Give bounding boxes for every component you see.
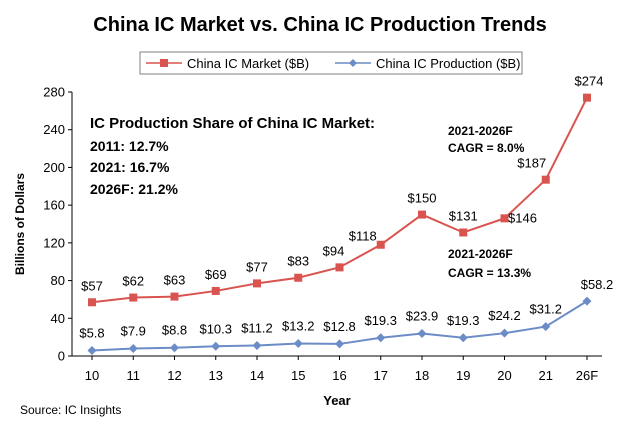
production-point [128, 344, 138, 354]
share-2026f: 2026F: 21.2% [90, 181, 178, 197]
market-point [459, 228, 468, 237]
market-data-label: $83 [287, 254, 309, 269]
x-tick-label: 19 [456, 368, 470, 383]
market-point [376, 240, 385, 249]
share-heading: IC Production Share of China IC Market: [90, 115, 375, 132]
x-tick-label: 21 [539, 368, 553, 383]
production-point [170, 343, 179, 353]
y-tick-label: 280 [43, 85, 65, 100]
x-tick-label: 11 [127, 368, 141, 383]
production-point [87, 346, 97, 356]
x-tick-label: 12 [167, 368, 181, 383]
legend-market-label: China IC Market ($B) [187, 56, 309, 71]
market-point [211, 286, 220, 295]
x-tick-label: 26F [576, 368, 598, 383]
market-data-label: $57 [81, 278, 103, 293]
share-annotation: IC Production Share of China IC Market: … [90, 115, 375, 197]
production-data-label: $7.9 [121, 324, 146, 339]
production-data-label: $5.8 [79, 326, 104, 341]
y-tick-label: 0 [58, 349, 65, 364]
x-ticks: 10 11 12 13 14 15 16 17 18 19 20 21 26F [85, 356, 598, 383]
market-data-label: $77 [246, 259, 268, 274]
production-data-label: $19.3 [447, 313, 480, 328]
market-point [129, 293, 138, 302]
production-data-label: $10.3 [199, 321, 232, 336]
market-data-label: $69 [205, 267, 227, 282]
x-tick-label: 20 [497, 368, 511, 383]
share-2011: 2011: 12.7% [90, 138, 169, 154]
production-data-label: $11.2 [241, 320, 273, 335]
source-note: Source: IC Insights [20, 403, 122, 417]
market-data-label: $131 [449, 208, 478, 223]
legend-production-marker [349, 59, 357, 67]
share-2021: 2021: 16.7% [90, 159, 170, 175]
x-tick-label: 13 [209, 368, 223, 383]
x-tick-label: 10 [85, 368, 99, 383]
market-point [583, 93, 591, 102]
chart-title: China IC Market vs. China IC Production … [93, 14, 547, 36]
x-tick-label: 14 [250, 368, 264, 383]
production-point [500, 328, 509, 338]
market-data-label: $62 [122, 274, 144, 289]
production-data-label: $13.2 [282, 319, 315, 334]
production-cagr-annotation: 2021-2026F CAGR = 13.3% [448, 247, 531, 280]
production-point [252, 340, 262, 350]
x-tick-label: 16 [332, 368, 346, 383]
production-cagr-period: 2021-2026F [448, 247, 513, 261]
production-data-label: $23.9 [406, 308, 439, 323]
market-point [335, 263, 344, 272]
legend-box [139, 51, 523, 75]
y-tick-label: 240 [43, 122, 65, 137]
market-data-label: $146 [508, 210, 537, 225]
production-point [376, 333, 386, 343]
market-point [418, 210, 426, 219]
x-tick-label: 17 [374, 368, 388, 383]
y-tick-label: 200 [43, 160, 65, 175]
production-data-label: $31.2 [529, 302, 562, 317]
x-axis-label: Year [323, 393, 350, 408]
market-data-label: $150 [408, 191, 437, 206]
market-point [500, 214, 509, 223]
market-point [253, 279, 261, 288]
series-market: $57 $62 $63 $69 $77 $83 $94 $118 $150 $131 $146 $18… [81, 74, 603, 307]
market-point [294, 273, 303, 282]
production-data-label: $58.2 [581, 277, 614, 292]
market-data-label: $187 [517, 156, 546, 171]
market-point [541, 175, 550, 184]
market-cagr-annotation: 2021-2026F CAGR = 8.0% [448, 124, 525, 155]
legend: China IC Market ($B) China IC Production… [139, 51, 523, 75]
production-point [582, 296, 592, 306]
y-ticks: 0 40 80 120 160 200 240 280 [43, 85, 72, 364]
market-data-label: $274 [575, 74, 604, 89]
legend-market-marker [160, 59, 168, 67]
production-data-label: $24.2 [488, 308, 521, 323]
production-point [211, 341, 221, 351]
production-point [293, 339, 303, 349]
production-point [541, 322, 551, 332]
series-production: $5.8 $7.9 $8.8 $10.3 $11.2 $13.2 $12.8 $19.3 $23… [79, 277, 614, 356]
production-point [417, 328, 427, 338]
market-data-label: $94 [323, 243, 345, 258]
production-cagr-value: CAGR = 13.3% [448, 266, 531, 280]
y-tick-label: 80 [51, 273, 65, 288]
x-tick-label: 15 [291, 368, 305, 383]
production-point [335, 339, 344, 349]
market-point [170, 292, 179, 301]
market-data-label: $63 [164, 273, 186, 288]
production-point [458, 333, 468, 343]
x-tick-label: 18 [415, 368, 429, 383]
production-data-label: $8.8 [162, 323, 187, 338]
y-tick-label: 160 [43, 198, 65, 213]
legend-production-label: China IC Production ($B) [376, 56, 521, 71]
market-cagr-value: CAGR = 8.0% [448, 141, 525, 155]
market-cagr-period: 2021-2026F [448, 124, 513, 138]
production-data-label: $19.3 [364, 313, 397, 328]
production-data-label: $12.8 [323, 319, 356, 334]
market-point [88, 298, 96, 307]
market-data-label: $118 [349, 229, 377, 244]
y-axis-label: Billions of Dollars [13, 173, 27, 275]
y-tick-label: 40 [51, 311, 65, 326]
y-tick-label: 120 [43, 235, 65, 250]
